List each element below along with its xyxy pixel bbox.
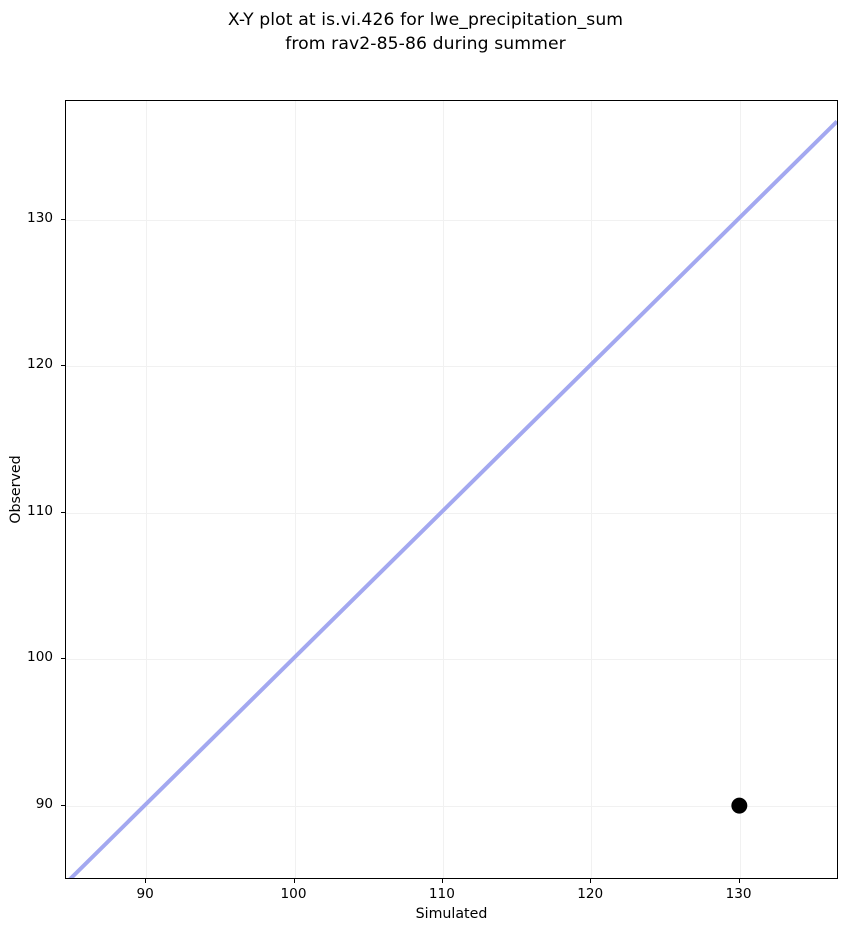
y-axis-tick-label: 120: [27, 356, 53, 373]
gridline-vertical: [146, 101, 148, 878]
data-point-marker: [731, 797, 748, 814]
x-axis-tick-mark: [145, 879, 147, 883]
x-axis-tick-label: 120: [577, 886, 604, 902]
gridline-horizontal: [66, 219, 837, 221]
x-axis-tick-label: 130: [725, 886, 752, 902]
y-axis-tick-label: 130: [27, 209, 53, 226]
gridline-vertical: [294, 101, 296, 878]
gridline-vertical: [442, 101, 444, 878]
y-axis-tick-mark: [61, 658, 65, 660]
gridline-horizontal: [66, 806, 837, 807]
gridline-horizontal: [66, 512, 837, 514]
chart-title-line-1: X-Y plot at is.vi.426 for lwe_precipitat…: [227, 10, 624, 30]
gridline-vertical: [739, 101, 741, 878]
y-axis-tick-mark: [61, 365, 65, 367]
x-axis-tick-mark: [293, 879, 295, 883]
y-axis-tick-mark: [61, 511, 65, 513]
plot-axes: [65, 100, 838, 879]
x-axis-tick-mark: [441, 879, 443, 883]
y-axis-tick-mark: [61, 218, 65, 220]
x-axis-label: Simulated: [415, 906, 488, 922]
gridline-horizontal: [66, 659, 837, 661]
x-axis-tick-label: 90: [136, 886, 154, 902]
chart-title: X-Y plot at is.vi.426 for lwe_precipitat…: [0, 8, 851, 56]
y-axis-tick-label: 90: [35, 796, 53, 812]
plot-drawing-area: [68, 120, 837, 878]
reference-line-one-to-one: [68, 120, 837, 878]
y-axis-label: Observed: [8, 455, 24, 524]
gridline-vertical: [591, 101, 593, 878]
y-axis-tick-mark: [61, 805, 65, 806]
y-axis-tick-label: 100: [27, 649, 53, 666]
gridline-horizontal: [66, 366, 837, 368]
x-axis-tick-mark: [590, 879, 592, 883]
chart-title-line-2: from rav2-85-86 during summer: [285, 34, 566, 54]
x-axis-tick-label: 110: [428, 886, 455, 902]
y-axis-tick-label: 110: [27, 502, 53, 519]
x-axis-tick-label: 100: [280, 886, 307, 902]
x-axis-tick-mark: [738, 879, 740, 883]
